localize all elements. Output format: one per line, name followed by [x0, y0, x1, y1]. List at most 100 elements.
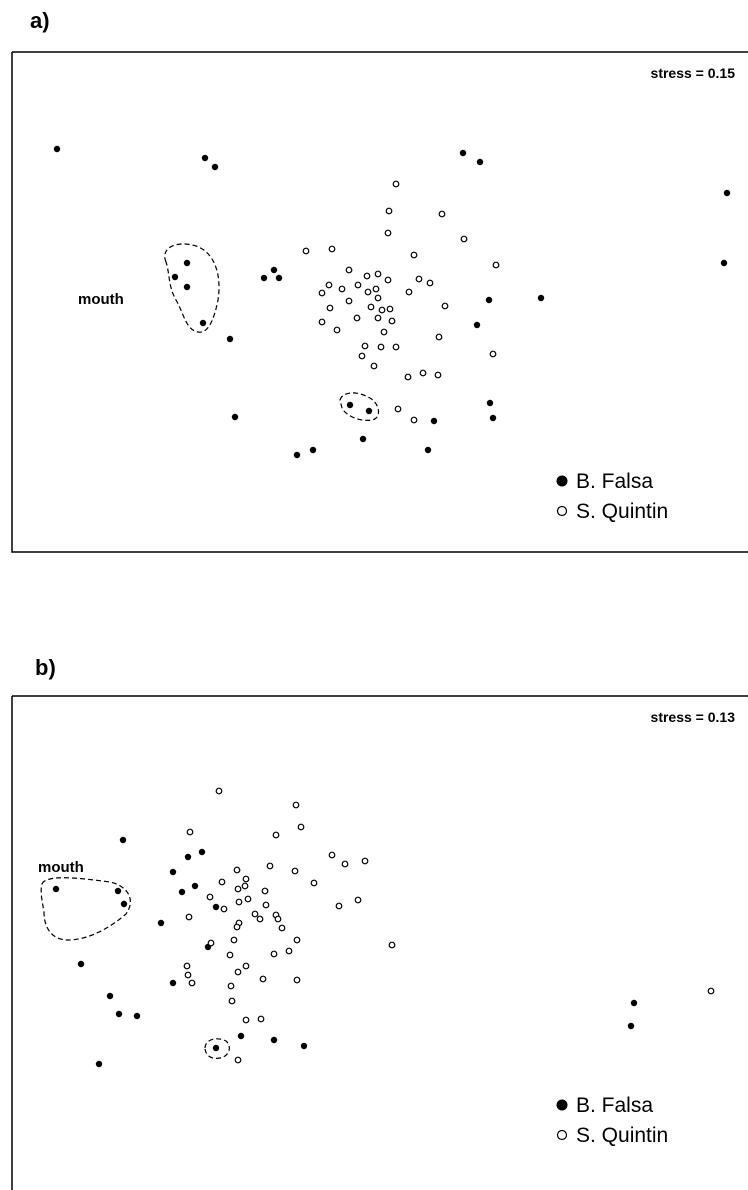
panel-b-point-s-quintin-16	[235, 898, 243, 906]
panel-b-point-s-quintin-31	[230, 936, 238, 944]
legend-b-s-quintin: S. Quintin	[576, 1124, 668, 1147]
panel-b-point-s-quintin-35	[270, 950, 278, 958]
legend-a-s-quintin: S. Quintin	[576, 500, 668, 523]
panel-b-point-s-quintin-22	[185, 913, 193, 921]
panel-b-point-b-falsa-20	[270, 1036, 278, 1044]
panel-a-point-s-quintin-37	[489, 350, 497, 358]
panel-b-legend: B. Falsa S. Quintin	[556, 1094, 668, 1147]
panel-b-point-s-quintin-45	[259, 975, 267, 983]
panel-a-point-b-falsa-16	[537, 294, 545, 302]
panel-a-point-s-quintin-4	[384, 229, 392, 237]
panel-a-point-s-quintin-32	[318, 318, 326, 326]
panel-a-point-b-falsa-15	[275, 274, 283, 282]
panel-b-point-s-quintin-47	[227, 982, 235, 990]
panel-b-point-b-falsa-16	[115, 1010, 123, 1018]
panel-b-point-s-quintin-46	[293, 976, 301, 984]
panel-a-point-s-quintin-21	[415, 275, 423, 283]
panel-a-plot: stress = 0.15 mouth B. Falsa S. Quintin	[11, 51, 748, 553]
panel-a-point-s-quintin-7	[328, 245, 336, 253]
panel-b-point-b-falsa-3	[198, 848, 206, 856]
panel-a-point-b-falsa-14	[270, 266, 278, 274]
panel-a-point-b-falsa-25	[293, 451, 301, 459]
legend-b-b-falsa: B. Falsa	[576, 1094, 653, 1117]
panel-b-point-b-falsa-4	[169, 868, 177, 876]
legend-b-filled-marker	[556, 1099, 568, 1111]
panel-b-point-s-quintin-17	[266, 862, 274, 870]
panel-b-point-s-quintin-43	[188, 979, 196, 987]
panel-b-point-s-quintin-4	[272, 831, 280, 839]
panel-a-point-s-quintin-24	[441, 302, 449, 310]
panel-b-point-s-quintin-33	[293, 936, 301, 944]
panel-b-point-s-quintin-13	[241, 882, 249, 890]
panel-a-point-b-falsa-3	[211, 163, 219, 171]
panel-a-point-b-falsa-2	[201, 154, 209, 162]
panel-b-point-s-quintin-30	[233, 923, 241, 931]
panel-b-point-b-falsa-5	[191, 882, 199, 890]
panel-b-point-s-quintin-48	[228, 997, 236, 1005]
panel-b-point-s-quintin-10	[242, 875, 250, 883]
panel-b-point-b-falsa-2	[184, 853, 192, 861]
panel-a-point-s-quintin-35	[353, 314, 361, 322]
panel-a-point-s-quintin-9	[492, 261, 500, 269]
legend-a-filled-marker	[556, 475, 568, 487]
panel-a-point-s-quintin-6	[302, 247, 310, 255]
panel-b-point-b-falsa-7	[212, 903, 220, 911]
panel-b-point-s-quintin-32	[207, 939, 215, 947]
legend-a-open-marker	[556, 505, 568, 517]
panel-a-point-b-falsa-6	[723, 189, 731, 197]
panel-a-point-s-quintin-18	[372, 285, 380, 293]
panel-a-point-s-quintin-41	[358, 352, 366, 360]
panel-a-point-s-quintin-31	[388, 317, 396, 325]
panel-a-point-s-quintin-39	[377, 343, 385, 351]
panel-a-point-b-falsa-9	[171, 273, 179, 281]
panel-a-point-s-quintin-44	[419, 369, 427, 377]
panel-b-points	[52, 787, 715, 1068]
panel-b-point-b-falsa-8	[157, 919, 165, 927]
panel-a-point-s-quintin-43	[404, 373, 412, 381]
panel-a-point-b-falsa-5	[476, 158, 484, 166]
panel-b-point-s-quintin-14	[261, 887, 269, 895]
panel-b-point-s-quintin-25	[251, 910, 259, 918]
panel-a-point-s-quintin-15	[338, 285, 346, 293]
panel-a-point-b-falsa-18	[473, 321, 481, 329]
panel-a-point-s-quintin-42	[370, 362, 378, 370]
panel-b-point-s-quintin-52	[707, 987, 715, 995]
panel-b-point-s-quintin-9	[233, 866, 241, 874]
panel-a-point-s-quintin-10	[345, 266, 353, 274]
panel-b-point-b-falsa-14	[169, 979, 177, 987]
panel-a-point-s-quintin-22	[426, 279, 434, 287]
panel-b-point-b-falsa-18	[212, 1044, 220, 1052]
panel-a-point-s-quintin-2	[385, 207, 393, 215]
panel-a-point-b-falsa-26	[424, 446, 432, 454]
panel-b-point-s-quintin-19	[310, 879, 318, 887]
panel-b-point-b-falsa-1	[119, 836, 127, 844]
panel-a-point-s-quintin-5	[460, 235, 468, 243]
panel-a-point-b-falsa-17	[485, 296, 493, 304]
panel-b-point-s-quintin-8	[361, 857, 369, 865]
panel-a-point-s-quintin-19	[374, 294, 382, 302]
panel-b-mouth-label: mouth	[38, 859, 84, 876]
panel-a-point-s-quintin-8	[410, 251, 418, 259]
legend-a-b-falsa: B. Falsa	[576, 470, 653, 493]
panel-b-point-b-falsa-11	[120, 900, 128, 908]
panel-b-point-b-falsa-6	[178, 888, 186, 896]
panel-b-point-s-quintin-39	[226, 951, 234, 959]
panel-a-point-b-falsa-22	[359, 435, 367, 443]
panel-b-point-s-quintin-51	[234, 1056, 242, 1064]
panel-b-point-s-quintin-5	[297, 823, 305, 831]
panel-a-point-s-quintin-36	[435, 333, 443, 341]
panel-a-point-b-falsa-19	[231, 413, 239, 421]
panel-b-point-s-quintin-2	[292, 801, 300, 809]
panel-a-point-s-quintin-14	[325, 281, 333, 289]
panel-b-single-hull	[204, 1038, 230, 1059]
panel-a-point-b-falsa-8	[183, 259, 191, 267]
panel-b-point-s-quintin-12	[234, 885, 242, 893]
panel-a-point-b-falsa-4	[459, 149, 467, 157]
panel-a-point-b-falsa-13	[260, 274, 268, 282]
panel-b-point-b-falsa-15	[106, 992, 114, 1000]
panel-a-label: a)	[30, 8, 50, 33]
panel-a-point-b-falsa-11	[199, 319, 207, 327]
panel-b-point-b-falsa-9	[52, 885, 60, 893]
panel-a-point-s-quintin-13	[384, 276, 392, 284]
panel-a-mouth-label: mouth	[78, 291, 124, 308]
